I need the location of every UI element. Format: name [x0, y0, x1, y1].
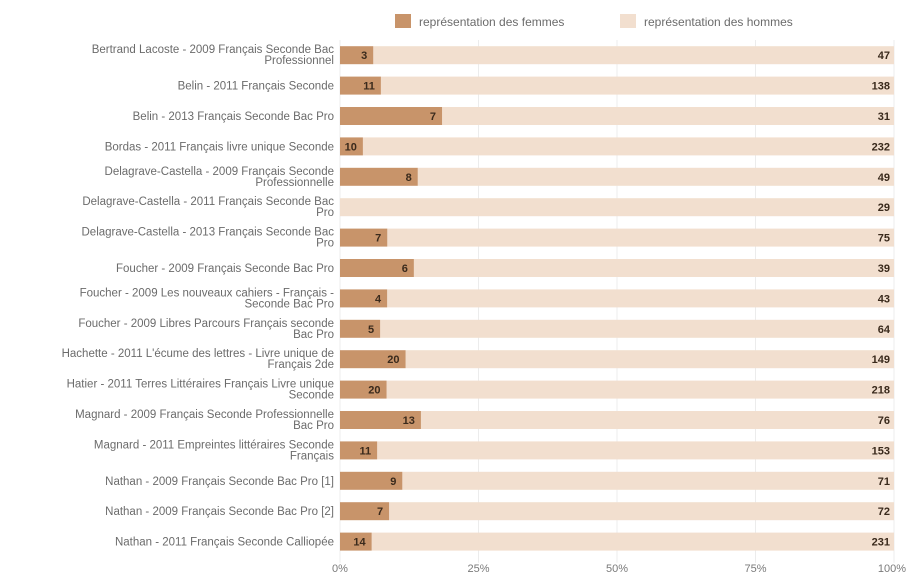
data-label-hommes: 64	[878, 324, 891, 336]
category-label: Delagrave-Castella - 2011 Français Secon…	[82, 196, 334, 219]
data-label-femmes: 14	[353, 537, 366, 549]
bar-femmes	[340, 441, 378, 460]
data-label-femmes: 9	[390, 476, 396, 488]
data-label-femmes: 7	[430, 111, 436, 123]
bar-hommes	[371, 532, 895, 551]
data-label-hommes: 232	[872, 141, 890, 153]
category-label: Magnard - 2009 Français Seconde Professi…	[75, 409, 334, 432]
data-label-femmes: 20	[387, 354, 399, 366]
bar-hommes	[420, 411, 894, 429]
bar-hommes	[402, 471, 894, 490]
bar-hommes	[377, 441, 894, 460]
bar-femmes	[340, 350, 406, 369]
data-label-femmes: 6	[402, 263, 408, 275]
data-label-hommes: 72	[878, 506, 890, 518]
data-label-femmes: 7	[375, 233, 381, 245]
category-label: Foucher - 2009 Les nouveaux cahiers - Fr…	[80, 287, 335, 310]
category-label: Belin - 2013 Français Seconde Bac Pro	[133, 111, 334, 123]
data-label-hommes: 75	[878, 233, 890, 245]
data-label-femmes: 3	[361, 50, 367, 62]
bar-femmes	[340, 411, 421, 429]
data-label-hommes: 31	[878, 111, 890, 123]
category-label: Foucher - 2009 Français Seconde Bac Pro	[116, 263, 334, 275]
category-label: Hatier - 2011 Terres Littéraires Françai…	[67, 379, 334, 402]
category-label: Delagrave-Castella - 2013 Français Secon…	[82, 227, 335, 250]
bar-hommes	[340, 198, 894, 217]
data-label-femmes: 8	[406, 172, 412, 184]
category-label: Bertrand Lacoste - 2009 Français Seconde…	[92, 44, 335, 67]
bar-femmes	[340, 289, 388, 308]
bar-femmes	[340, 137, 363, 156]
x-tick-label: 50%	[606, 563, 628, 575]
legend-swatch-femmes	[395, 14, 411, 28]
bar-hommes	[373, 46, 894, 65]
bar-hommes	[387, 289, 894, 308]
bar-hommes	[380, 319, 895, 338]
data-label-femmes: 20	[368, 385, 380, 397]
bar-hommes	[362, 137, 894, 156]
bar-hommes	[417, 167, 894, 186]
bar-hommes	[413, 259, 894, 277]
bar-femmes	[340, 76, 381, 95]
data-label-hommes: 231	[872, 537, 890, 549]
data-label-hommes: 49	[878, 172, 890, 184]
category-label: Belin - 2011 Français Seconde	[178, 81, 334, 93]
legend: représentation des femmes représentation …	[395, 14, 793, 29]
bar-femmes	[340, 167, 418, 186]
data-label-hommes: 76	[878, 415, 890, 427]
data-label-hommes: 47	[878, 50, 890, 62]
bar-femmes	[340, 259, 414, 277]
data-label-femmes: 13	[403, 415, 415, 427]
bar-hommes	[442, 107, 894, 125]
data-label-hommes: 149	[872, 354, 890, 366]
category-label: Delagrave-Castella - 2009 Français Secon…	[105, 166, 334, 189]
bar-femmes	[340, 107, 443, 125]
data-label-hommes: 71	[878, 476, 890, 488]
category-label: Magnard - 2011 Empreintes littéraires Se…	[94, 439, 334, 462]
data-label-hommes: 39	[878, 263, 890, 275]
bar-femmes	[340, 471, 403, 490]
category-label: Foucher - 2009 Libres Parcours Français …	[78, 318, 334, 341]
bar-femmes	[340, 380, 387, 399]
data-label-femmes: 11	[360, 445, 372, 457]
category-label: Nathan - 2011 Français Seconde Calliopée	[115, 537, 334, 549]
category-label: Nathan - 2009 Français Seconde Bac Pro […	[105, 476, 334, 488]
bar-hommes	[386, 380, 894, 399]
data-label-femmes: 7	[377, 506, 383, 518]
x-tick-label: 100%	[878, 563, 906, 575]
category-label: Hachette - 2011 L'écume des lettres - Li…	[62, 348, 334, 371]
data-label-femmes: 11	[363, 81, 375, 93]
bar-hommes	[405, 350, 894, 369]
data-label-femmes: 10	[345, 141, 357, 153]
category-label: Bordas - 2011 Français livre unique Seco…	[105, 141, 334, 153]
legend-label-hommes: représentation des hommes	[644, 15, 793, 29]
bar-femmes	[340, 532, 372, 551]
legend-swatch-hommes	[620, 14, 636, 28]
legend-label-femmes: représentation des femmes	[419, 15, 564, 29]
x-tick-label: 75%	[744, 563, 766, 575]
bar-femmes	[340, 228, 388, 247]
category-label: Nathan - 2009 Français Seconde Bac Pro […	[105, 506, 334, 518]
bar-femmes	[340, 46, 374, 65]
data-label-hommes: 138	[872, 81, 890, 93]
bar-femmes	[340, 502, 390, 521]
x-tick-label: 0%	[332, 563, 348, 575]
bar-hommes	[389, 502, 894, 521]
data-label-femmes: 5	[368, 324, 374, 336]
bar-hommes	[387, 228, 894, 247]
data-label-femmes: 4	[375, 293, 382, 305]
bar-femmes	[340, 319, 381, 338]
data-label-hommes: 218	[872, 385, 890, 397]
data-label-hommes: 153	[872, 445, 890, 457]
bar-hommes	[380, 76, 895, 95]
data-label-hommes: 29	[878, 202, 890, 214]
data-label-hommes: 43	[878, 293, 890, 305]
x-tick-label: 25%	[467, 563, 489, 575]
